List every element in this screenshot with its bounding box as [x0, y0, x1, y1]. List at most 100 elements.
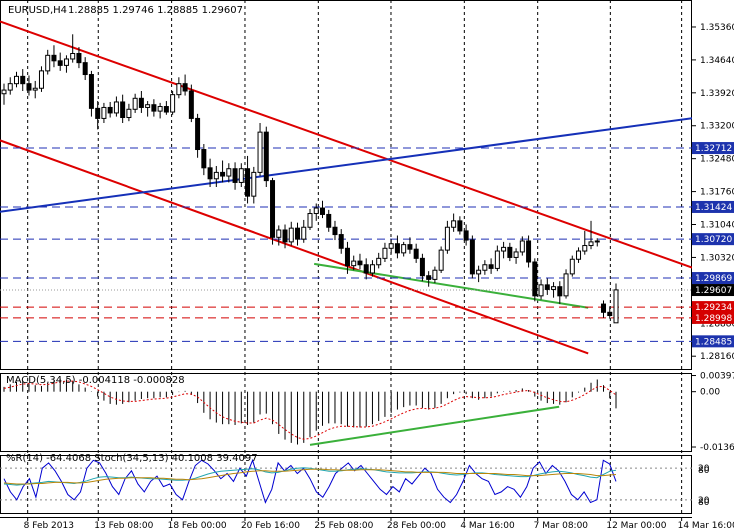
level-tag-label: 1.30720	[695, 235, 732, 245]
current-price-tag	[692, 284, 734, 297]
level-tag	[692, 233, 734, 246]
candle-body	[388, 243, 394, 249]
candle-body	[494, 250, 500, 269]
candle-body	[257, 131, 263, 173]
pane-frame-2	[0, 373, 692, 452]
candle-body	[95, 107, 101, 119]
candle-body	[576, 250, 582, 260]
candle-body	[157, 106, 163, 112]
candle-body	[344, 247, 350, 267]
candle-body	[326, 213, 332, 228]
level-tag-label: 1.31424	[695, 203, 732, 213]
pane-frame-3	[0, 455, 692, 514]
candle-body	[163, 106, 169, 113]
candle-body	[182, 83, 188, 92]
level-tag-label: 1.28485	[695, 337, 732, 347]
candle-body	[526, 240, 532, 263]
candle-body	[338, 234, 344, 249]
price-tick-label: 1.33920	[700, 89, 734, 99]
candle-body	[76, 52, 82, 64]
candle-body	[532, 261, 538, 297]
candle-body	[426, 275, 432, 280]
candle-body	[607, 311, 613, 317]
oscillator-series-line	[3, 467, 617, 486]
candle-body	[45, 54, 51, 72]
candle-body	[419, 257, 425, 277]
price-tick-label: 1.35360	[700, 23, 734, 33]
oscillator-tick-label: 20	[698, 496, 710, 506]
time-tick-label: 8 Feb 2013	[24, 521, 74, 531]
candle-body	[120, 101, 126, 119]
macd-divergence-line	[309, 405, 560, 446]
candle-body	[276, 229, 282, 238]
oscillator-title: %R(14) -64.4068 Stoch(34,5,13) 40.1008 3…	[6, 453, 258, 464]
candle-body	[444, 226, 450, 251]
candle-body	[145, 104, 151, 108]
candle-body	[319, 207, 325, 215]
macd-signal-line	[3, 380, 617, 440]
oscillator-series-line	[3, 458, 617, 504]
candle-body	[1, 89, 7, 95]
candle-body	[226, 168, 232, 177]
trend-lines-group	[0, 20, 692, 355]
candle-body	[207, 167, 213, 180]
price-tick-label: 1.30320	[700, 253, 734, 263]
candle-body	[138, 97, 144, 108]
candle-body	[70, 52, 76, 60]
candle-body	[551, 286, 557, 290]
candle-body	[476, 269, 482, 275]
level-tag-label: 1.28998	[695, 314, 732, 324]
candle-body	[201, 149, 207, 169]
candle-body	[126, 108, 132, 119]
candle-body	[26, 83, 32, 91]
candle-body	[482, 264, 488, 271]
oscillator-tick-label: 80	[698, 498, 710, 508]
candle-body	[170, 94, 176, 113]
candle-body	[220, 171, 226, 177]
candle-body	[251, 171, 257, 197]
price-tick-label: 1.34640	[700, 56, 734, 66]
candle-body	[32, 87, 38, 91]
candle-body	[451, 220, 457, 228]
candle-body	[582, 245, 588, 252]
candle-body	[557, 286, 563, 297]
price-tick-label: 1.28880	[700, 319, 734, 329]
candle-body	[563, 273, 569, 297]
level-tag	[692, 142, 734, 155]
candle-body	[613, 289, 619, 324]
trend-line-green-divergence	[314, 262, 589, 309]
candle-body	[394, 243, 400, 254]
level-tag	[692, 301, 734, 314]
level-tag	[692, 200, 734, 213]
candle-body	[313, 207, 319, 215]
candle-body	[432, 269, 438, 280]
candle-body	[469, 239, 475, 275]
candle-body	[463, 230, 469, 241]
time-tick-label: 4 Mar 16:00	[460, 521, 515, 531]
candle-body	[513, 251, 519, 258]
chart-header-ohlc: 1.28885 1.29746 1.28885 1.29607	[68, 5, 243, 16]
candle-body	[195, 117, 201, 151]
candle-body	[213, 171, 219, 180]
candle-body	[501, 246, 507, 252]
candle-body	[351, 260, 357, 267]
candle-body	[307, 213, 313, 228]
candle-body	[601, 303, 607, 313]
current-price-label: 1.29607	[695, 286, 732, 296]
macd-tick-label: -0.013619	[700, 443, 734, 453]
macd-tick-label: 0.003977	[700, 372, 734, 382]
level-tag-label: 1.29869	[695, 274, 732, 284]
pane-frame-1	[0, 0, 692, 370]
trend-line-blue-trend	[0, 117, 692, 213]
level-tag	[692, 311, 734, 324]
candle-body	[101, 106, 107, 119]
price-tick-label: 1.28160	[700, 352, 734, 362]
level-tag	[692, 335, 734, 348]
time-tick-label: 12 Mar 00:00	[606, 521, 666, 531]
candle-body	[38, 70, 44, 89]
candle-body	[407, 244, 413, 250]
price-tick-label: 1.32480	[700, 155, 734, 165]
level-tag	[692, 272, 734, 285]
candle-body	[382, 247, 388, 259]
